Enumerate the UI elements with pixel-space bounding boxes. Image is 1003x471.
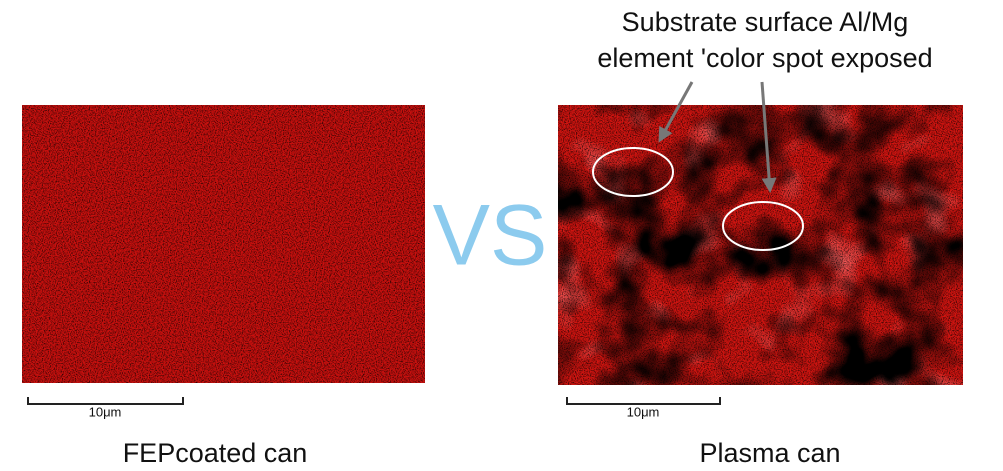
highlight-ellipse (722, 201, 804, 251)
annotation-line: element 'color spot exposed (597, 43, 932, 73)
right-image (558, 105, 963, 385)
arrow (760, 81, 777, 193)
caption: Plasma can (699, 438, 840, 468)
arrow (658, 81, 694, 143)
left-image (22, 105, 425, 383)
caption: FEPcoated can (123, 438, 308, 468)
vs-label: VS (433, 188, 548, 284)
scale-label: 10μm (627, 404, 660, 419)
scale-label: 10μm (89, 404, 122, 419)
annotation-line: Substrate surface Al/Mg (622, 7, 909, 37)
highlight-ellipse (592, 147, 674, 197)
scale-bar (566, 397, 721, 405)
scale-bar (27, 397, 184, 405)
